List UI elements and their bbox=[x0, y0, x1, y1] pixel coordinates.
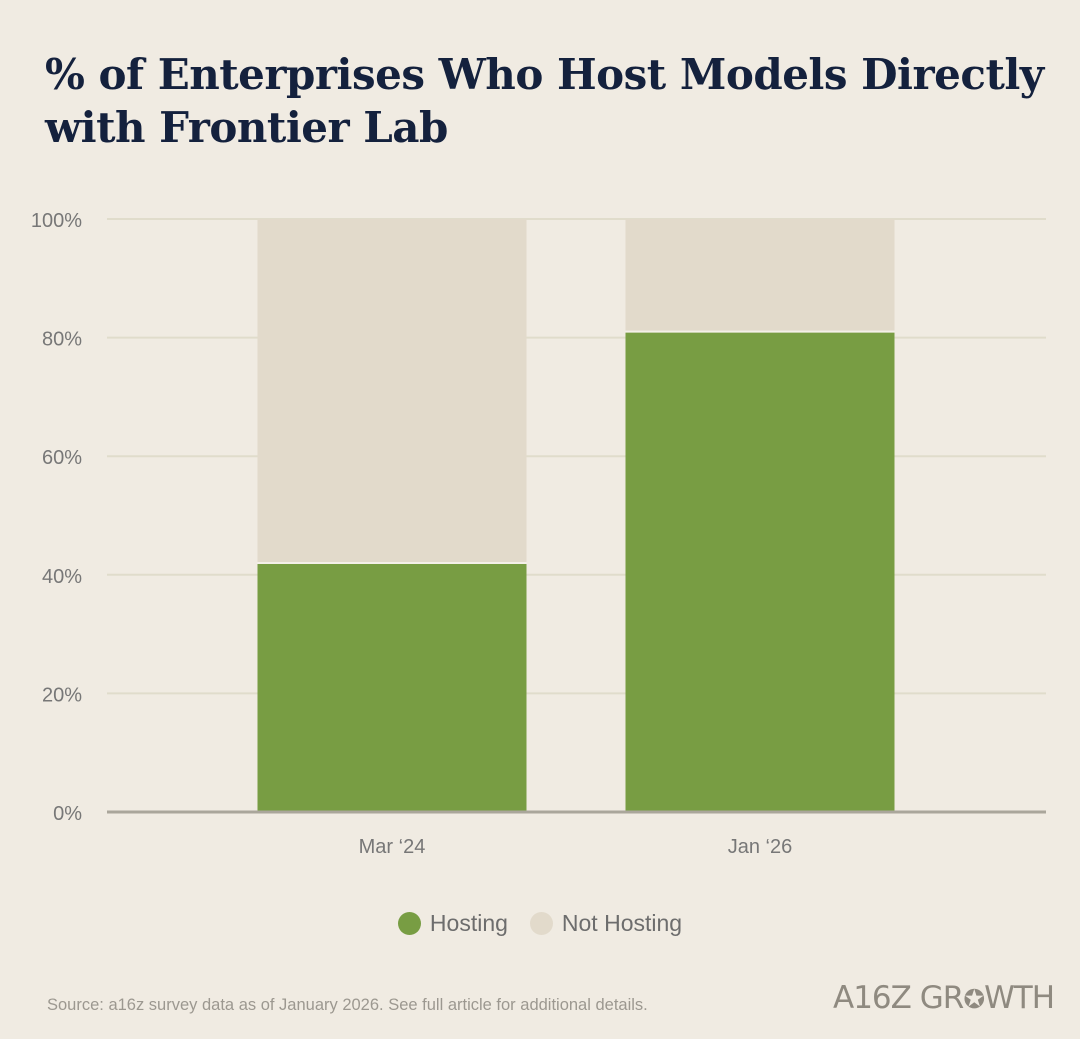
y-tick-label: 60% bbox=[42, 447, 82, 469]
a16z-growth-logo: A16Z GR✪WTH bbox=[833, 980, 1055, 1016]
x-tick-label: Mar ‘24 bbox=[359, 836, 426, 858]
y-tick-label: 80% bbox=[42, 329, 82, 351]
legend-label-hosting: Hosting bbox=[429, 910, 508, 936]
y-tick-label: 20% bbox=[42, 684, 82, 706]
legend-swatch-not-hosting bbox=[529, 912, 553, 935]
legend-item-hosting: Hosting bbox=[397, 910, 508, 937]
bar-hosting bbox=[625, 331, 895, 812]
bar-not-hosting bbox=[625, 219, 895, 332]
y-tick-label: 100% bbox=[31, 210, 82, 232]
x-tick-label: Jan ‘26 bbox=[728, 836, 793, 858]
stacked-bar-chart: 0% 20% 40% 60% 80% 100% Mar ‘24 Jan ‘26 bbox=[31, 210, 1046, 858]
y-tick-label: 0% bbox=[53, 803, 82, 825]
legend: Hosting Not Hosting bbox=[0, 910, 1080, 937]
legend-item-not-hosting: Not Hosting bbox=[529, 910, 683, 937]
chart-title: % of Enterprises Who Host Models Directl… bbox=[45, 50, 1044, 152]
source-note: Source: a16z survey data as of January 2… bbox=[47, 996, 648, 1014]
y-tick-label: 40% bbox=[42, 566, 82, 588]
legend-swatch-hosting bbox=[397, 912, 421, 935]
legend-label-not-hosting: Not Hosting bbox=[561, 910, 683, 936]
bar-not-hosting bbox=[257, 219, 527, 563]
bar-hosting bbox=[257, 562, 527, 812]
